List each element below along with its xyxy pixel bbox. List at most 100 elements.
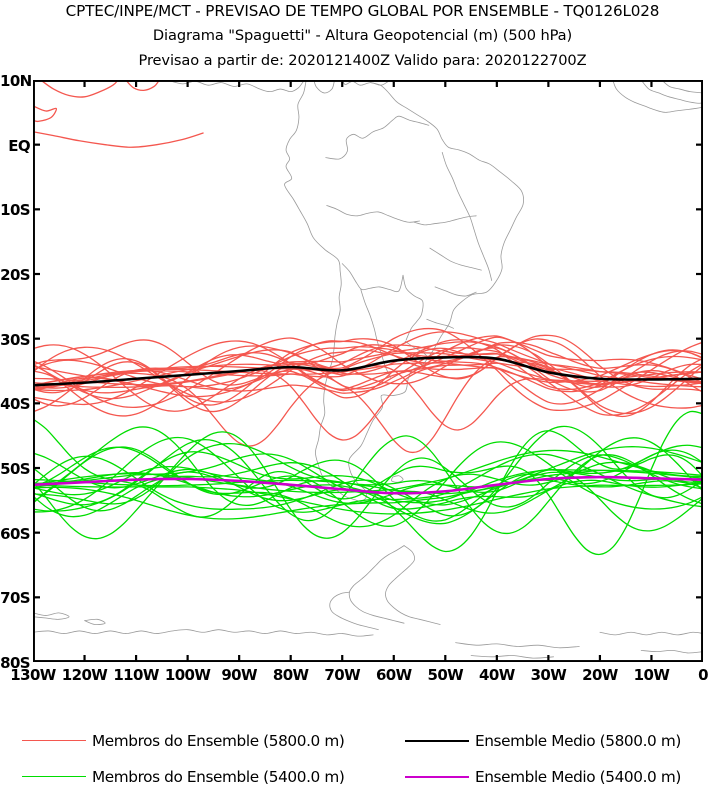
y-tick-label-20S: 20S [0, 266, 30, 284]
ensemble-member-5400 [33, 465, 703, 504]
legend-label: Ensemble Medio (5800.0 m) [475, 732, 681, 750]
header-line-title: Diagrama "Spaguetti" - Altura Geopotenci… [152, 27, 573, 45]
plot-canvas [33, 80, 703, 662]
y-tick-label-50S: 50S [0, 460, 30, 478]
ensemble-member-5800 [33, 344, 703, 391]
legend-swatch-members-5800 [22, 740, 86, 741]
coastline-segment [434, 286, 477, 297]
x-tick-label-130W: 130W [10, 666, 56, 684]
coastline-segment [661, 80, 703, 94]
ensemble-member-5800 [40, 80, 119, 98]
y-tick-label-80S: 80S [0, 654, 30, 672]
ensemble-member-5800 [33, 340, 703, 394]
ensemble-member-5400 [33, 436, 703, 513]
chart-legend: Membros do Ensemble (5800.0 m) Ensemble M… [0, 726, 725, 792]
coastline-segment [640, 80, 703, 104]
coastline-segment [441, 152, 493, 281]
coastline-segment [33, 629, 374, 637]
ensemble-member-5800 [33, 362, 703, 441]
x-tick-label-20W: 20W [582, 666, 618, 684]
coastline-segment [329, 591, 379, 631]
axis-frame [33, 80, 703, 662]
coastline-segment [348, 82, 524, 503]
ensemble-member-5400 [33, 441, 703, 527]
ensemble-member-5800 [33, 338, 703, 413]
y-tick-label-30S: 30S [0, 330, 30, 349]
legend-label: Membros do Ensemble (5400.0 m) [92, 768, 345, 786]
spaghetti-plot [33, 80, 703, 662]
coastline-segment [326, 205, 420, 223]
coastline-segment [284, 80, 362, 503]
x-tick-label-10W: 10W [633, 666, 670, 684]
mean-5400-layer [33, 475, 703, 495]
coastline-segment [470, 655, 554, 659]
y-tick-label-40S: 40S [0, 395, 30, 414]
ensemble-mean-5800 [33, 355, 703, 387]
coastline-segment [385, 545, 441, 625]
ensemble-member-5400 [33, 469, 703, 520]
y-tick-label-10N: 10N [0, 72, 32, 90]
mean-5800-layer [33, 355, 703, 387]
ensemble-member-5800 [33, 337, 703, 409]
coastline-segment [391, 475, 404, 483]
ensemble-member-5800 [33, 105, 57, 123]
y-tick-label-60S: 60S [0, 524, 30, 543]
ensemble-member-5400 [33, 483, 703, 515]
coastline-segment [429, 247, 482, 271]
legend-swatch-mean-5800 [405, 740, 469, 742]
legend-label: Ensemble Medio (5400.0 m) [475, 768, 681, 786]
ensemble-mean-5400 [33, 475, 703, 495]
ensemble-member-5800 [33, 352, 703, 447]
x-tick-label-60W: 60W [375, 666, 412, 684]
coastline-segment [413, 215, 477, 226]
y-tick-label-10S: 10S [0, 201, 30, 220]
coastline-layer [33, 80, 703, 659]
x-tick-label-70W: 70W [324, 666, 361, 684]
y-tick-label-EQ: EQ [8, 136, 30, 155]
x-tick-label-100W: 100W [164, 666, 211, 684]
coastline-segment [313, 80, 335, 94]
coastline-segment [84, 618, 106, 625]
ensemble-member-5800 [33, 327, 703, 412]
x-tick-label-80W: 80W [272, 666, 309, 684]
coastline-segment [341, 263, 404, 293]
ensemble-member-5400 [33, 430, 703, 553]
coastline-segment [33, 612, 70, 620]
coastline-segment [348, 545, 405, 624]
ensemble-member-5400 [33, 437, 703, 518]
coastline-segment [455, 642, 580, 649]
x-tick-label-50W: 50W [427, 666, 464, 684]
legend-swatch-mean-5400 [405, 776, 469, 778]
y-tick-label-70S: 70S [0, 589, 30, 608]
members-5400-layer [33, 410, 703, 556]
ensemble-member-5800 [33, 131, 204, 148]
coastline-segment [640, 649, 703, 654]
ensemble-member-5400 [33, 446, 703, 495]
ensemble-member-5400 [33, 449, 703, 522]
x-tick-label-30W: 30W [530, 666, 567, 684]
header-line-times: Previsao a partir de: 2020121400Z Valido… [138, 51, 587, 69]
chart-header: CPTEC/INPE/MCT - PREVISAO DE TEMPO GLOBA… [0, 0, 725, 68]
x-tick-label-110W: 110W [113, 666, 159, 684]
ensemble-member-5800 [33, 346, 703, 416]
coastline-segment [426, 318, 454, 329]
ensemble-member-5800 [33, 341, 703, 389]
ensemble-member-5800 [125, 80, 160, 92]
ensemble-member-5400 [33, 444, 703, 525]
coastline-segment [325, 115, 430, 160]
plot-border [33, 80, 703, 662]
ensemble-member-5800 [33, 336, 703, 407]
ensemble-member-5400 [33, 426, 703, 532]
legend-label: Membros do Ensemble (5800.0 m) [92, 732, 345, 750]
ensemble-member-5400 [33, 425, 703, 517]
coastline-segment [612, 80, 703, 113]
x-tick-label-90W: 90W [221, 666, 257, 684]
ensemble-member-5800 [33, 339, 703, 418]
x-tick-label-120W: 120W [61, 666, 108, 684]
ensemble-member-5400 [33, 446, 703, 528]
ensemble-member-5800 [33, 334, 703, 406]
header-line-model: CPTEC/INPE/MCT - PREVISAO DE TEMPO GLOBA… [65, 2, 660, 20]
x-tick-label-0: 0 [698, 666, 708, 684]
ensemble-member-5400 [33, 431, 703, 539]
legend-swatch-members-5400 [22, 776, 86, 777]
